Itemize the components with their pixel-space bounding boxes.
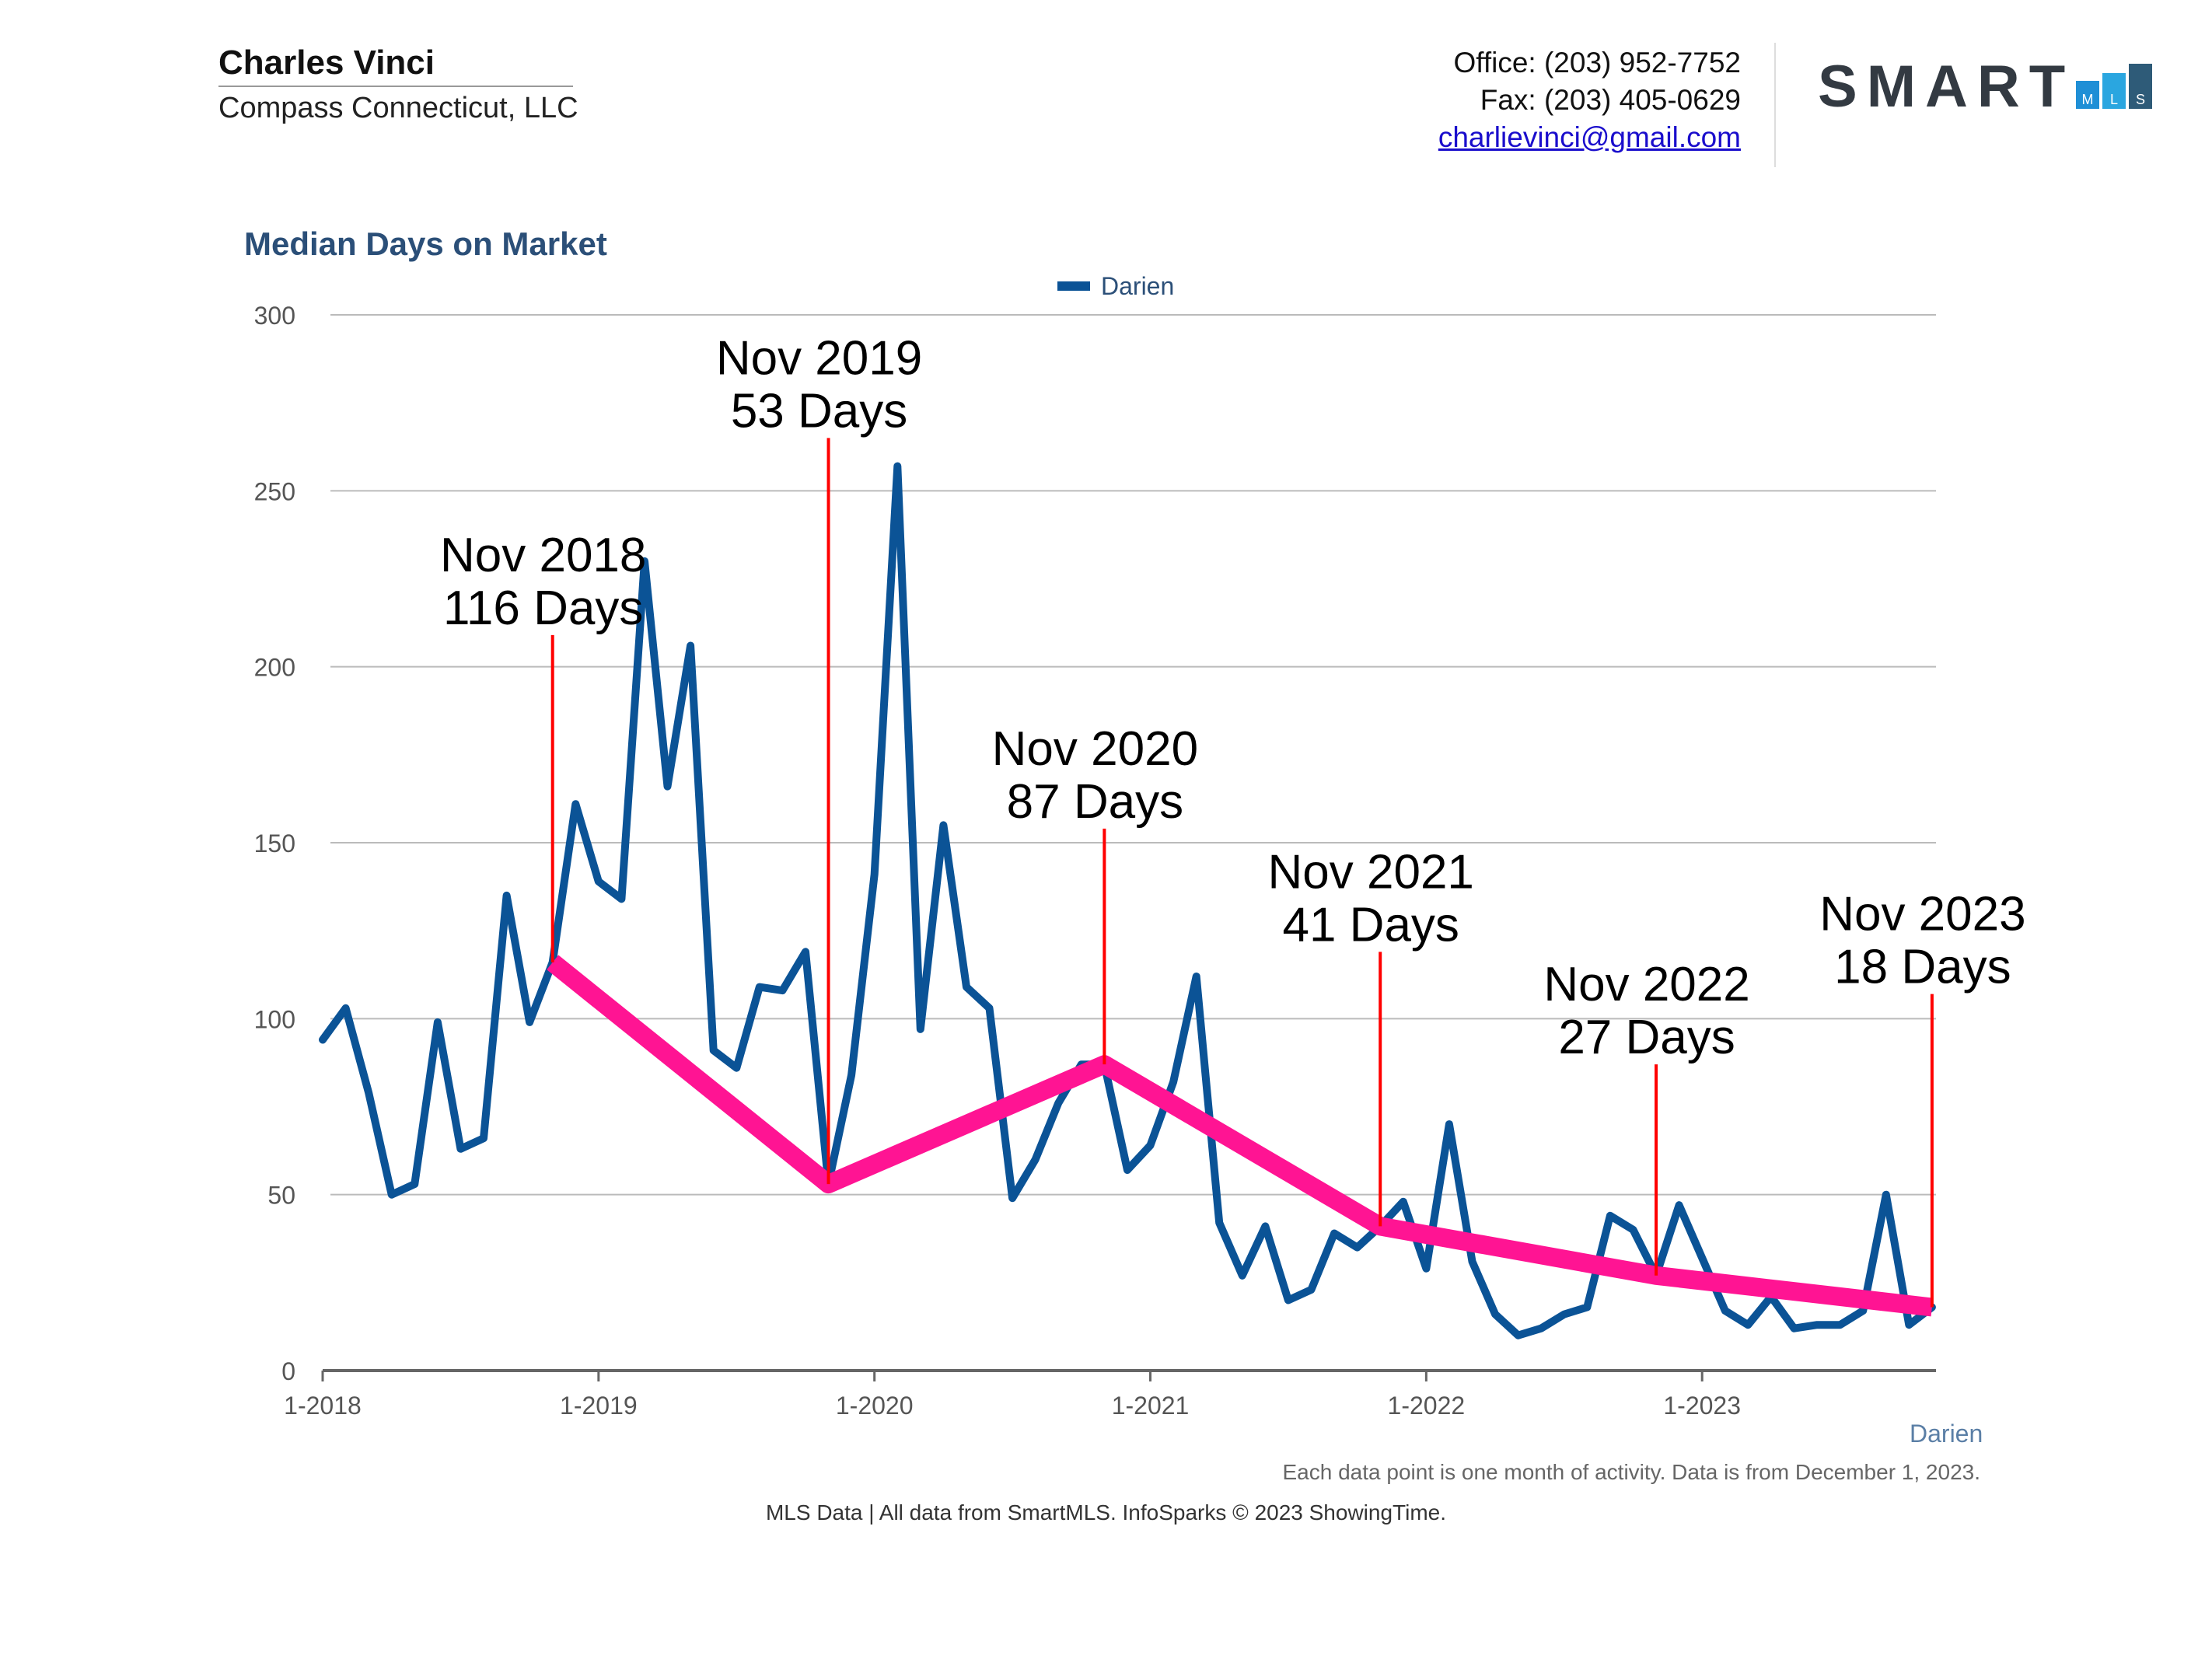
fax-number: Fax: (203) 405-0629 <box>1480 84 1741 116</box>
logo-letter-m: M <box>2082 92 2094 107</box>
logo-letter-l: L <box>2110 92 2118 107</box>
chart-title: Median Days on Market <box>244 225 607 262</box>
logo-bar-l <box>2102 73 2126 109</box>
y-tick-label-0: 0 <box>281 1357 295 1385</box>
x-tick-label-1-2020: 1-2020 <box>836 1392 914 1420</box>
annotation-label-days-3: 41 Days <box>1282 898 1459 952</box>
annotation-label-month-5: Nov 2023 <box>1819 888 2025 941</box>
legend-label: Darien <box>1101 272 1175 300</box>
y-tick-label-200: 200 <box>254 654 295 682</box>
series-axis-label: Darien <box>1910 1420 1983 1448</box>
footer-credit: MLS Data | All data from SmartMLS. InfoS… <box>765 1500 1446 1525</box>
data-note: Each data point is one month of activity… <box>1282 1460 1981 1484</box>
annotation-label-days-0: 116 Days <box>443 582 643 635</box>
email-link[interactable]: charlievinci@gmail.com <box>1438 121 1741 153</box>
x-tick-label-1-2022: 1-2022 <box>1388 1392 1466 1420</box>
series-line-darien <box>319 462 1936 1339</box>
x-tick-label-1-2018: 1-2018 <box>284 1392 362 1420</box>
annotation-label-month-2: Nov 2020 <box>992 722 1198 776</box>
x-tick-label-1-2019: 1-2019 <box>560 1392 638 1420</box>
logo-text: SMART <box>1818 54 2075 120</box>
annotation-label-month-4: Nov 2022 <box>1543 958 1749 1011</box>
logo-letter-s: S <box>2136 92 2145 107</box>
y-tick-label-150: 150 <box>254 830 295 857</box>
annotation-label-days-1: 53 Days <box>731 384 907 438</box>
agent-divider <box>218 86 573 87</box>
logo-bar-m <box>2076 81 2099 109</box>
y-tick-label-300: 300 <box>254 302 295 330</box>
legend-swatch <box>1057 281 1090 291</box>
chart-legend[interactable]: Darien <box>1057 272 1174 301</box>
header-divider <box>1774 43 1776 167</box>
annotation-label-month-0: Nov 2018 <box>440 529 646 582</box>
agent-name: Charles Vinci <box>218 44 435 82</box>
x-tick-label-1-2023: 1-2023 <box>1663 1392 1741 1420</box>
smartmls-logo: SMART M L S <box>1818 53 2152 120</box>
office-phone: Office: (203) 952-7752 <box>1453 47 1741 79</box>
logo-bars-icon: M L S <box>2076 64 2152 109</box>
annotation-label-days-4: 27 Days <box>1558 1011 1735 1064</box>
trend-line-november <box>547 955 1934 1317</box>
annotation-label-days-5: 18 Days <box>1834 941 2011 994</box>
annotation-label-days-2: 87 Days <box>1007 775 1183 829</box>
agent-company: Compass Connecticut, LLC <box>218 92 578 124</box>
y-tick-label-250: 250 <box>254 477 295 505</box>
annotation-label-month-1: Nov 2019 <box>716 331 922 385</box>
annotation-label-month-3: Nov 2021 <box>1268 845 1474 899</box>
logo-bar-s <box>2129 64 2152 109</box>
y-tick-label-100: 100 <box>254 1005 295 1033</box>
x-tick-label-1-2021: 1-2021 <box>1112 1392 1190 1420</box>
y-tick-label-50: 50 <box>267 1182 295 1210</box>
